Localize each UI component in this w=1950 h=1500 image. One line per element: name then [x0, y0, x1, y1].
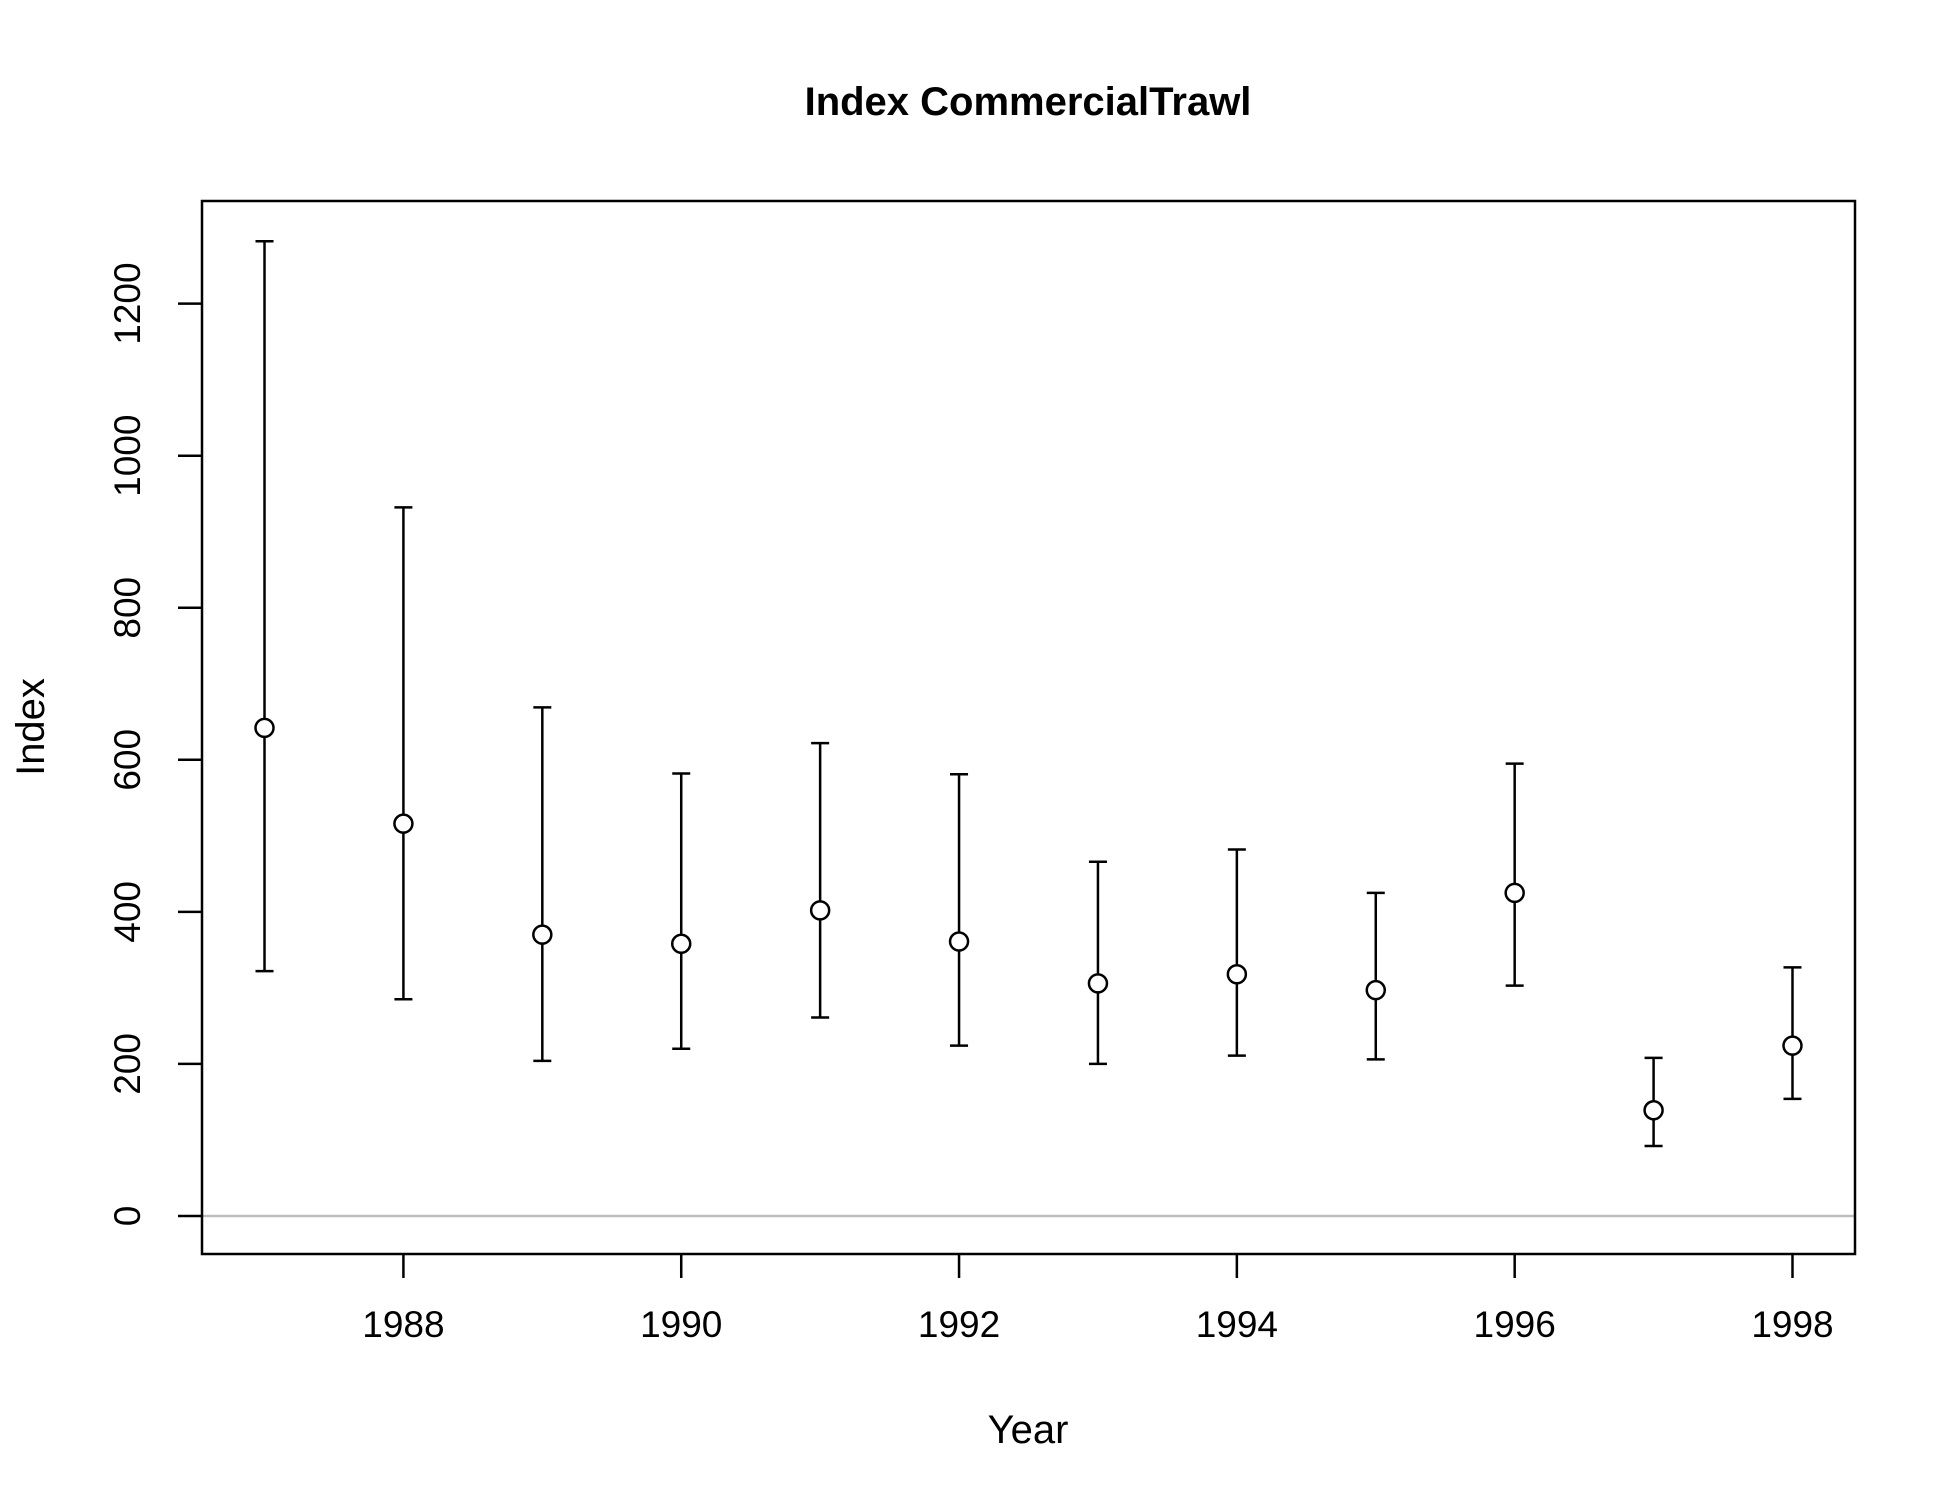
data-point	[532, 924, 553, 945]
y-tick-label: 600	[107, 729, 148, 791]
data-point	[254, 717, 275, 739]
data-point	[1365, 979, 1387, 1001]
error-bar-point	[532, 706, 553, 1063]
error-bar-point	[670, 772, 692, 1050]
y-tick-label: 1200	[107, 262, 148, 344]
data-point	[393, 813, 414, 834]
error-bar-point	[254, 240, 275, 973]
data-point	[1087, 973, 1109, 994]
y-tick-label: 400	[107, 881, 148, 943]
data-point	[1643, 1100, 1664, 1121]
x-tick-label: 1994	[1196, 1304, 1278, 1345]
x-tick-label: 1992	[918, 1304, 1000, 1345]
data-point	[1226, 963, 1248, 985]
error-bar-point	[1226, 848, 1248, 1057]
error-bar-point	[1365, 891, 1387, 1061]
data-point	[809, 900, 831, 921]
y-tick-label: 800	[107, 577, 148, 639]
error-bar-point	[809, 741, 831, 1019]
x-tick-label: 1988	[362, 1304, 444, 1345]
error-bar-point	[1087, 860, 1109, 1066]
data-point	[1782, 1035, 1803, 1056]
data-point	[1504, 882, 1525, 904]
plot-area: 1988 1990 1992 1994 1996 1998 0 200 400 600 800 100…	[107, 240, 1855, 1345]
x-tick-label: 1990	[640, 1304, 722, 1345]
x-tick-label: 1996	[1474, 1304, 1556, 1345]
y-tick-label: 200	[107, 1033, 148, 1095]
error-bar-point	[948, 773, 970, 1047]
y-tick-label: 1000	[107, 415, 148, 497]
error-bar-point	[1782, 966, 1803, 1101]
x-tick-label: 1998	[1751, 1304, 1833, 1345]
error-bar-point	[1643, 1056, 1664, 1148]
error-bar-point	[393, 506, 414, 1001]
data-point	[670, 933, 692, 955]
y-tick-label: 0	[107, 1206, 148, 1227]
chart-title: Index CommercialTrawl	[805, 80, 1252, 124]
y-axis-label: Index	[9, 678, 53, 776]
x-axis-label: Year	[988, 1408, 1069, 1452]
data-point	[948, 931, 970, 952]
plot-frame	[200, 199, 1857, 1256]
error-bar-point	[1504, 762, 1525, 987]
